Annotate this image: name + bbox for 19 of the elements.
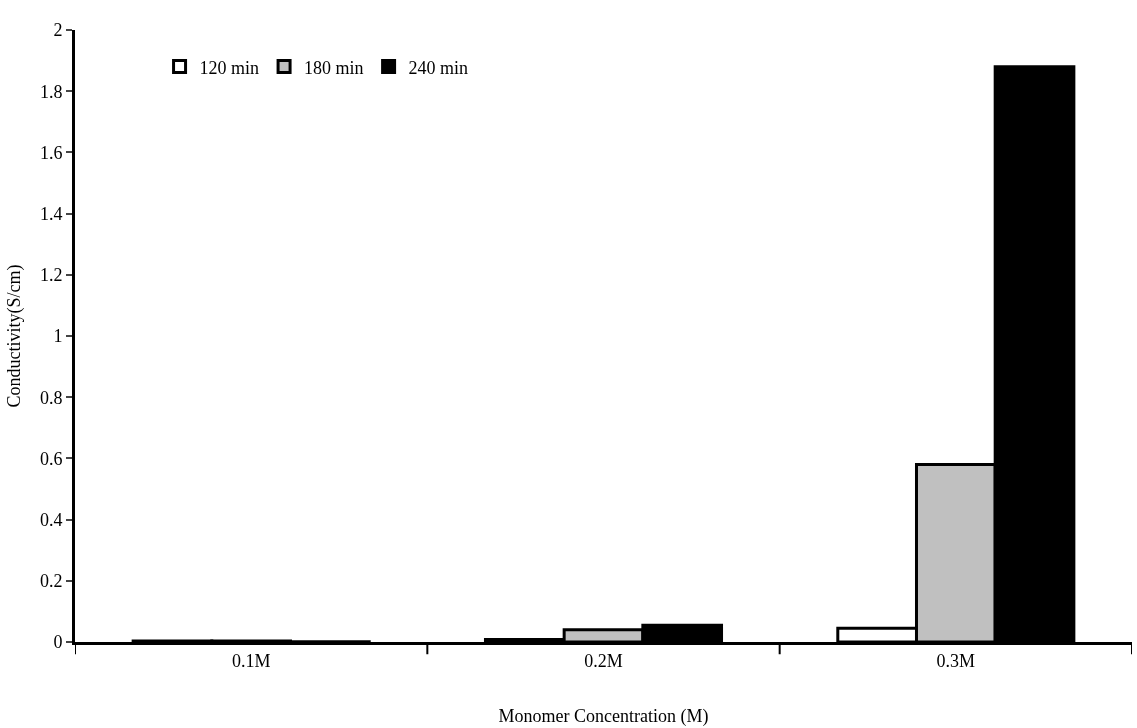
y-tick-label: 1.6	[39, 142, 63, 163]
y-axis-title: Conductivity(S/cm)	[4, 264, 26, 408]
x-tick-label: 0.3M	[936, 650, 976, 671]
y-tick-label: 0.4	[39, 509, 63, 530]
legend-label: 180 min	[304, 57, 364, 78]
y-tick-label: 0.2	[39, 571, 63, 592]
x-axis-title: Monomer Concentration (M)	[498, 705, 709, 727]
legend-label: 240 min	[408, 57, 469, 78]
y-tick-label: 1.2	[39, 265, 63, 286]
x-tick-label: 0.1M	[231, 650, 271, 671]
y-tick-label: 0.6	[39, 448, 63, 469]
y-tick-label: 2	[53, 20, 63, 41]
legend-label: 120 min	[199, 57, 260, 78]
y-tick-label: 0	[53, 632, 63, 653]
y-tick-label: 1.4	[39, 203, 63, 224]
y-tick-label: 1.8	[39, 81, 63, 102]
y-tick-label: 0.8	[39, 387, 63, 408]
x-tick-label: 0.2M	[584, 650, 623, 671]
y-tick-label: 1	[53, 326, 63, 347]
